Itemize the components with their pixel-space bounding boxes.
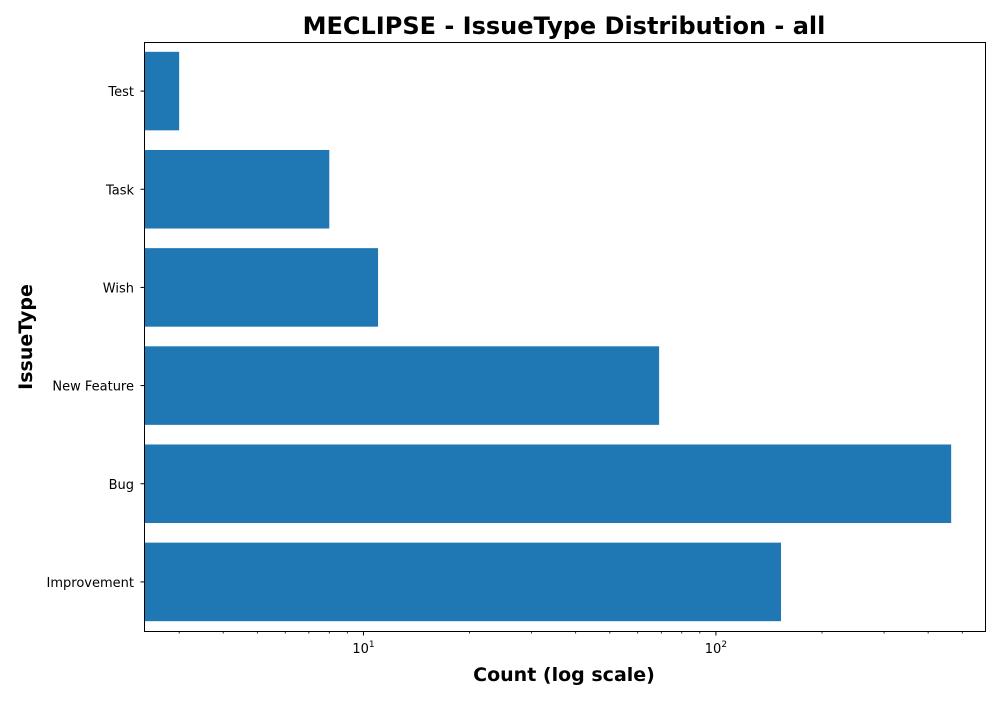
x-axis-label: Count (log scale) [473,664,655,686]
y-tick-label-bug: Bug [109,478,134,493]
y-tick-label-test: Test [107,85,134,100]
bar-new-feature [145,346,659,425]
bar-improvement [145,543,781,622]
y-axis: Improvement Bug New Feature Wish Task Test [47,85,145,591]
bar-wish [145,248,378,327]
x-axis: 101 102 [179,631,962,657]
x-tick-label-10-1: 101 [352,640,374,657]
y-tick-label-improvement: Improvement [47,576,134,591]
bar-bug [145,444,951,523]
y-tick-label-new-feature: New Feature [52,380,134,395]
chart-title: MECLIPSE - IssueType Distribution - all [303,12,826,40]
x-tick-label-10-2: 102 [705,640,727,657]
y-axis-label: IssueType [15,284,37,390]
y-tick-label-task: Task [105,183,135,198]
bar-test [145,52,179,131]
bars-layer [145,52,951,621]
bar-task [145,150,329,229]
y-tick-label-wish: Wish [103,281,134,296]
